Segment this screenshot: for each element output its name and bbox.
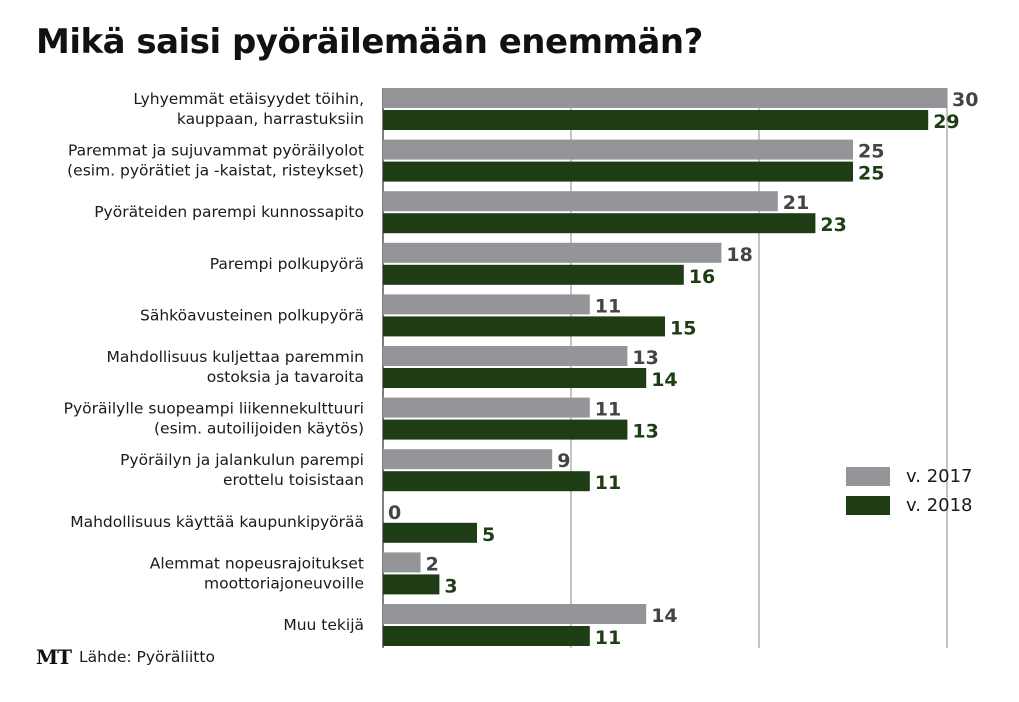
bar-2017-4 — [383, 294, 590, 315]
legend-label-2017: v. 2017 — [906, 465, 973, 487]
legend: v. 2017 v. 2018 — [846, 466, 973, 524]
value-label: 15 — [670, 317, 696, 339]
value-label: 3 — [444, 575, 457, 597]
value-label: 23 — [820, 214, 846, 236]
bar-2017-7 — [383, 449, 553, 470]
value-label: 11 — [595, 627, 621, 649]
category-label: (esim. autoilijoiden käytös) — [154, 420, 364, 438]
bar-2017-2 — [383, 191, 778, 212]
bar-2017-10 — [383, 604, 647, 624]
category-label: (esim. pyörätiet ja -kaistat, risteykset… — [67, 162, 364, 180]
bar-2018-6 — [383, 419, 628, 440]
value-label: 5 — [482, 524, 495, 546]
footer: MT Lähde: Pyöräliitto — [36, 645, 215, 669]
category-label: Mahdollisuus kuljettaa paremmin — [107, 348, 364, 366]
bar-2017-1 — [383, 139, 853, 160]
value-label: 14 — [651, 605, 677, 627]
mt-logo: MT — [36, 645, 72, 669]
category-label: erottelu toisistaan — [223, 471, 364, 489]
category-labels: Lyhyemmät etäisyydet töihin, kauppaan, ha… — [64, 90, 364, 634]
category-label: Alemmat nopeusrajoitukset — [150, 554, 364, 572]
category-label: kauppaan, harrastuksiin — [177, 110, 364, 128]
value-label: 11 — [595, 295, 621, 317]
bar-2018-3 — [383, 264, 684, 285]
bar-2017-0 — [383, 88, 947, 108]
category-label: Pyöräilylle suopeampi liikennekulttuuri — [64, 400, 364, 418]
category-label: Paremmat ja sujuvammat pyöräilyolot — [68, 142, 364, 160]
value-label: 2 — [426, 553, 439, 575]
category-label: Muu tekijä — [283, 616, 364, 634]
legend-swatch-2017 — [846, 466, 890, 486]
value-label: 13 — [632, 347, 658, 369]
bar-2017-9 — [383, 552, 421, 573]
value-label: 18 — [726, 244, 752, 266]
value-label: 13 — [632, 421, 658, 443]
category-label: Mahdollisuus käyttää kaupunkipyörää — [70, 513, 364, 531]
value-label: 9 — [557, 450, 570, 472]
value-label: 25 — [858, 141, 884, 163]
category-label: Pyöräilyn ja jalankulun parempi — [120, 451, 364, 469]
category-label: Parempi polkupyörä — [210, 255, 364, 273]
bar-2017-6 — [383, 397, 590, 418]
value-label: 30 — [952, 89, 978, 111]
category-label: ostoksia ja tavaroita — [207, 368, 364, 386]
bar-2018-7 — [383, 471, 590, 492]
category-label: Lyhyemmät etäisyydet töihin, — [133, 90, 364, 108]
legend-item-2018: v. 2018 — [846, 494, 973, 516]
bar-2017-3 — [383, 242, 722, 263]
bar-2018-4 — [383, 316, 665, 337]
value-label: 0 — [388, 502, 401, 524]
value-label: 29 — [933, 111, 959, 133]
value-label: 21 — [783, 192, 809, 214]
bar-2018-1 — [383, 161, 853, 182]
legend-item-2017: v. 2017 — [846, 465, 973, 487]
value-label: 16 — [689, 266, 715, 288]
source-text: Lähde: Pyöräliitto — [79, 648, 215, 666]
chart-title: Mikä saisi pyöräilemään enemmän? — [36, 22, 703, 62]
category-label: moottoriajoneuvoille — [204, 574, 364, 592]
category-label: Sähköavusteinen polkupyörä — [140, 306, 364, 324]
bar-2018-8 — [383, 522, 477, 543]
value-label: 11 — [595, 399, 621, 421]
bar-2018-0 — [383, 110, 929, 130]
bar-2017-5 — [383, 346, 628, 366]
value-label: 25 — [858, 163, 884, 185]
value-label: 11 — [595, 472, 621, 494]
bar-2018-5 — [383, 368, 647, 388]
bar-2018-10 — [383, 626, 590, 646]
value-label: 14 — [651, 369, 677, 391]
legend-swatch-2018 — [846, 495, 890, 515]
bar-2018-2 — [383, 213, 816, 234]
bar-2018-9 — [383, 574, 440, 595]
category-label: Pyöräteiden parempi kunnossapito — [94, 203, 364, 221]
legend-label-2018: v. 2018 — [906, 494, 973, 516]
